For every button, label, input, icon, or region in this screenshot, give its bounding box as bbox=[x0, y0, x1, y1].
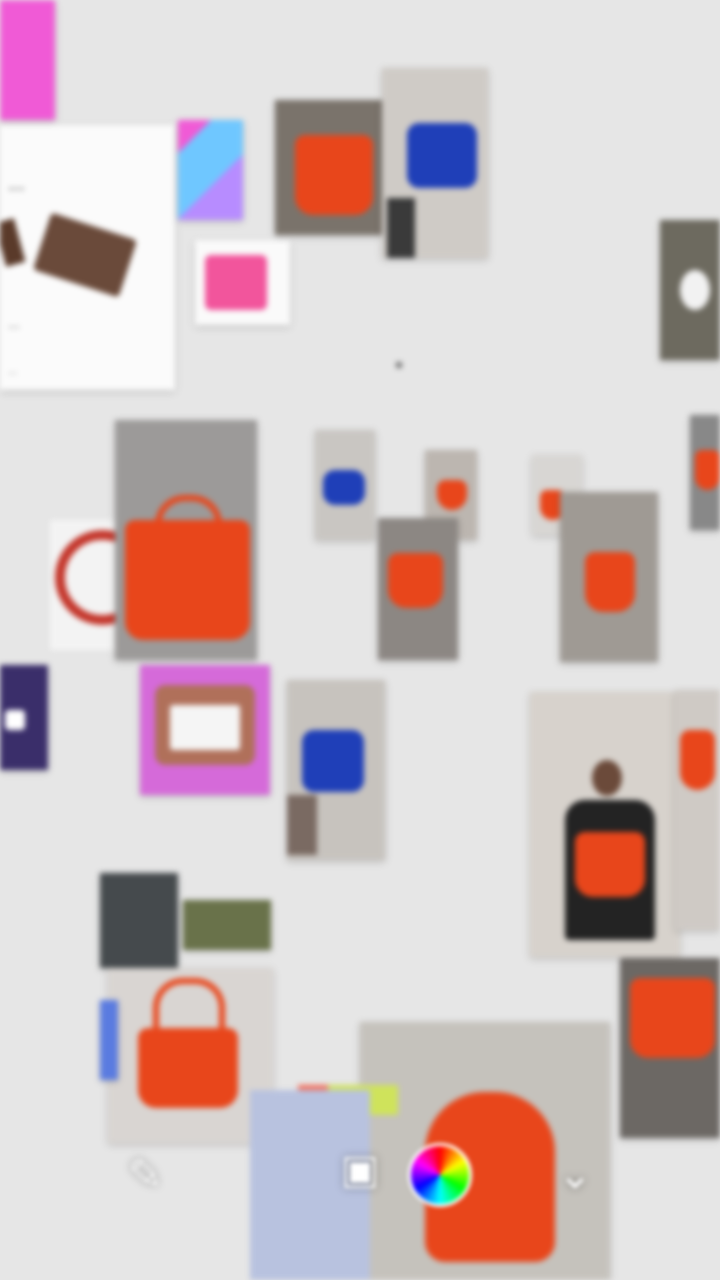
canvas-dot bbox=[396, 362, 402, 368]
photo-orange-bag-2[interactable] bbox=[378, 518, 458, 660]
sticker-icon: ▣ bbox=[341, 1148, 379, 1192]
photo-orange-bag-3[interactable] bbox=[560, 492, 658, 662]
photo-edge-right-1[interactable] bbox=[660, 220, 720, 360]
color-wheel-icon bbox=[408, 1143, 472, 1207]
photo-orange-bag-1[interactable] bbox=[275, 100, 385, 235]
photo-orange-bag-4[interactable] bbox=[108, 968, 273, 1143]
text-card-caption: ... bbox=[8, 365, 18, 377]
photo-blue-bag-2[interactable] bbox=[287, 680, 385, 860]
photo-green-1[interactable] bbox=[183, 900, 271, 950]
blue-strip-card[interactable] bbox=[100, 1000, 118, 1080]
color-swatch-card[interactable] bbox=[178, 120, 243, 220]
chevron-icon: ⌄ bbox=[558, 1153, 592, 1197]
photo-orange-bag-large[interactable] bbox=[115, 420, 257, 660]
chocolate-bar-image-2 bbox=[0, 218, 26, 267]
text-card-body: ... bbox=[8, 315, 20, 331]
bottom-toolbar: ✎ ▣ ⌄ bbox=[0, 1090, 720, 1280]
photo-orange-bag-6[interactable] bbox=[620, 958, 720, 1138]
photo-edge-right-3[interactable] bbox=[675, 690, 720, 930]
brush-tool-button[interactable]: ✎ bbox=[110, 1140, 180, 1210]
photo-light-blue[interactable] bbox=[250, 1090, 370, 1280]
sticker-tool-button[interactable]: ▣ bbox=[325, 1135, 395, 1205]
photo-edge-right-2[interactable] bbox=[690, 415, 720, 530]
text-card-heading: ... bbox=[8, 173, 25, 195]
photo-blue-bag-small[interactable] bbox=[315, 430, 375, 540]
pink-swatch-card[interactable] bbox=[0, 0, 55, 120]
brush-icon: ✎ bbox=[128, 1153, 162, 1197]
text-card[interactable]: ... ... ... bbox=[0, 125, 175, 390]
photo-blue-bag-1[interactable] bbox=[382, 68, 488, 258]
more-tool-button[interactable]: ⌄ bbox=[545, 1145, 605, 1205]
color-tool-button[interactable] bbox=[405, 1140, 475, 1210]
photo-tablet[interactable] bbox=[140, 665, 270, 795]
chocolate-bar-image bbox=[32, 212, 138, 298]
photo-dark-1[interactable] bbox=[100, 873, 178, 968]
purple-card-edge[interactable] bbox=[0, 665, 48, 770]
photo-person-orange-bag[interactable] bbox=[530, 692, 680, 957]
pink-sticker[interactable] bbox=[195, 240, 290, 325]
